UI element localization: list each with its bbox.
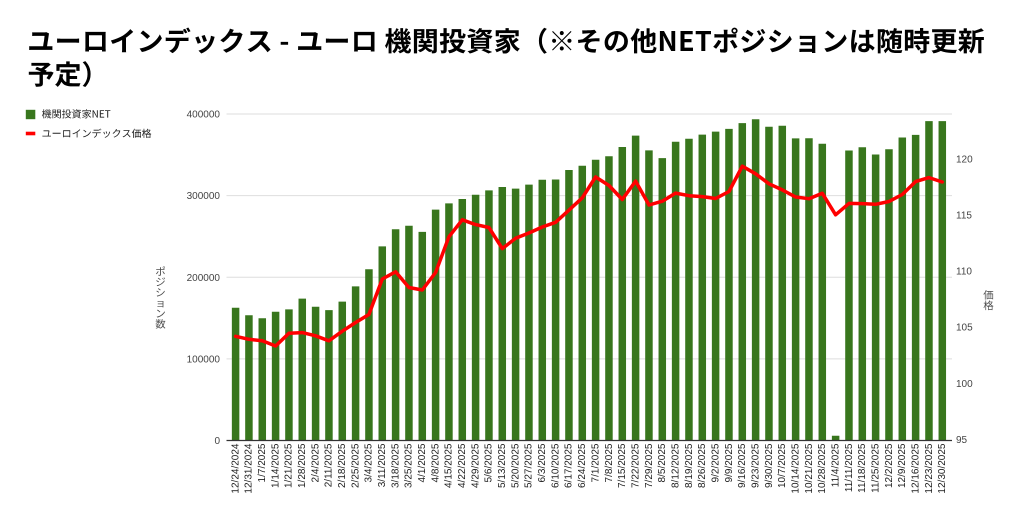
svg-text:4/29/2025: 4/29/2025 bbox=[470, 443, 481, 488]
svg-text:100: 100 bbox=[956, 379, 973, 390]
svg-text:1/7/2025: 1/7/2025 bbox=[257, 443, 268, 482]
svg-text:9/9/2025: 9/9/2025 bbox=[724, 443, 735, 482]
svg-text:105: 105 bbox=[956, 323, 973, 334]
svg-text:120: 120 bbox=[956, 155, 973, 166]
svg-text:12/16/2025: 12/16/2025 bbox=[910, 443, 921, 493]
svg-text:7/1/2025: 7/1/2025 bbox=[590, 443, 601, 482]
svg-text:10/28/2025: 10/28/2025 bbox=[817, 443, 828, 493]
svg-text:5/13/2025: 5/13/2025 bbox=[497, 443, 508, 488]
svg-text:110: 110 bbox=[956, 267, 972, 278]
svg-text:7/8/2025: 7/8/2025 bbox=[604, 443, 615, 482]
svg-text:4/15/2025: 4/15/2025 bbox=[444, 443, 455, 488]
svg-text:9/16/2025: 9/16/2025 bbox=[737, 443, 748, 488]
svg-text:6/3/2025: 6/3/2025 bbox=[537, 443, 548, 482]
svg-text:2/18/2025: 2/18/2025 bbox=[337, 443, 348, 488]
svg-text:5/6/2025: 5/6/2025 bbox=[484, 443, 495, 482]
svg-text:10/21/2025: 10/21/2025 bbox=[804, 443, 815, 493]
svg-text:2/4/2025: 2/4/2025 bbox=[310, 443, 321, 482]
svg-text:12/23/2025: 12/23/2025 bbox=[924, 443, 935, 493]
svg-text:12/30/2025: 12/30/2025 bbox=[937, 443, 948, 493]
svg-text:8/12/2025: 8/12/2025 bbox=[670, 443, 681, 488]
svg-text:11/18/2025: 11/18/2025 bbox=[857, 443, 868, 493]
svg-text:12/2/2025: 12/2/2025 bbox=[884, 443, 895, 488]
svg-text:2/25/2025: 2/25/2025 bbox=[350, 443, 361, 488]
svg-text:300000: 300000 bbox=[187, 191, 221, 202]
svg-text:9/30/2025: 9/30/2025 bbox=[764, 443, 775, 488]
svg-text:1/28/2025: 1/28/2025 bbox=[297, 443, 308, 488]
svg-text:12/9/2025: 12/9/2025 bbox=[897, 443, 908, 488]
svg-text:4/8/2025: 4/8/2025 bbox=[430, 443, 441, 482]
svg-text:10/7/2025: 10/7/2025 bbox=[777, 443, 788, 488]
svg-text:8/26/2025: 8/26/2025 bbox=[697, 443, 708, 488]
svg-text:11/11/2025: 11/11/2025 bbox=[844, 443, 855, 492]
svg-text:5/27/2025: 5/27/2025 bbox=[524, 443, 535, 488]
svg-text:115: 115 bbox=[956, 211, 972, 222]
svg-text:9/23/2025: 9/23/2025 bbox=[750, 443, 761, 488]
svg-text:8/5/2025: 8/5/2025 bbox=[657, 443, 668, 482]
svg-text:10/14/2025: 10/14/2025 bbox=[790, 443, 801, 493]
svg-text:11/4/2025: 11/4/2025 bbox=[830, 443, 841, 487]
svg-text:400000: 400000 bbox=[187, 110, 221, 121]
svg-text:7/29/2025: 7/29/2025 bbox=[644, 443, 655, 488]
svg-text:3/18/2025: 3/18/2025 bbox=[390, 443, 401, 488]
svg-text:8/19/2025: 8/19/2025 bbox=[684, 443, 695, 488]
svg-text:9/2/2025: 9/2/2025 bbox=[710, 443, 721, 482]
svg-text:12/24/2024: 12/24/2024 bbox=[230, 443, 241, 493]
svg-text:4/22/2025: 4/22/2025 bbox=[457, 443, 468, 488]
svg-text:11/25/2025: 11/25/2025 bbox=[870, 443, 881, 493]
svg-text:4/1/2025: 4/1/2025 bbox=[417, 443, 428, 482]
svg-text:7/22/2025: 7/22/2025 bbox=[630, 443, 641, 488]
svg-text:6/10/2025: 6/10/2025 bbox=[550, 443, 561, 488]
svg-text:1/21/2025: 1/21/2025 bbox=[284, 443, 295, 488]
svg-text:0: 0 bbox=[214, 436, 220, 447]
svg-text:12/31/2024: 12/31/2024 bbox=[244, 443, 255, 493]
svg-text:1/14/2025: 1/14/2025 bbox=[270, 443, 281, 488]
svg-text:95: 95 bbox=[956, 435, 968, 446]
svg-text:3/25/2025: 3/25/2025 bbox=[404, 443, 415, 488]
svg-text:100000: 100000 bbox=[187, 355, 221, 366]
svg-text:200000: 200000 bbox=[187, 273, 221, 284]
svg-text:6/24/2025: 6/24/2025 bbox=[577, 443, 588, 488]
svg-text:3/11/2025: 3/11/2025 bbox=[377, 443, 388, 487]
svg-text:7/15/2025: 7/15/2025 bbox=[617, 443, 628, 488]
svg-text:6/17/2025: 6/17/2025 bbox=[564, 443, 575, 488]
svg-text:2/11/2025: 2/11/2025 bbox=[324, 443, 335, 487]
svg-text:5/20/2025: 5/20/2025 bbox=[510, 443, 521, 488]
svg-text:3/4/2025: 3/4/2025 bbox=[364, 443, 375, 482]
